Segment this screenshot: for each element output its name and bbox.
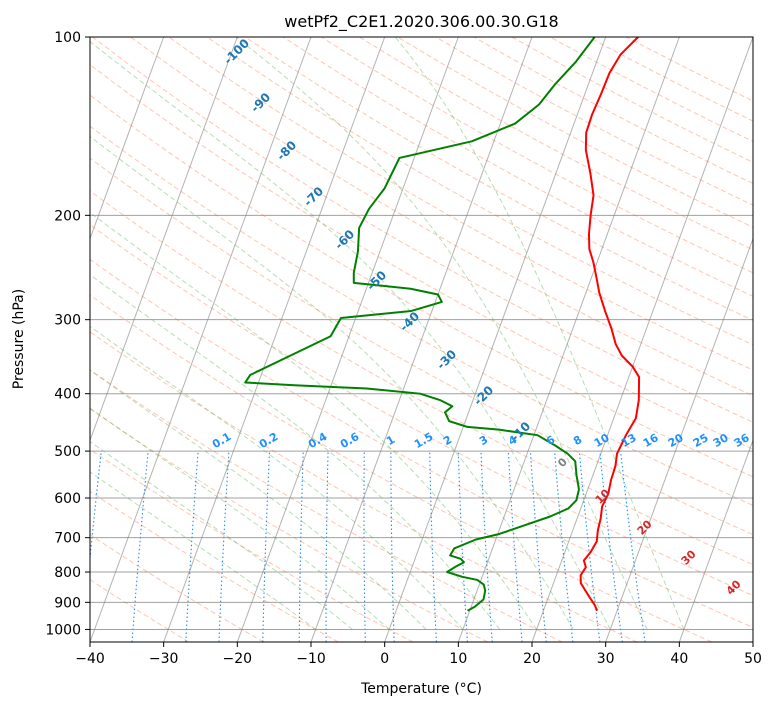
moist-adiabat-line	[90, 325, 464, 630]
mixing-ratio-line	[620, 451, 646, 642]
x-axis-label: Temperature (°C)	[360, 681, 482, 697]
y-tick-label: 200	[54, 208, 81, 224]
dry-adiabat-line	[90, 64, 753, 450]
x-tick-label: 10	[449, 651, 467, 667]
y-tick-label: 900	[54, 595, 81, 611]
mixing-ratio-line	[507, 451, 523, 642]
isotherm-line	[90, 37, 312, 642]
dry-adiabat-line	[90, 190, 753, 566]
moist-adiabat-line	[90, 471, 316, 630]
y-axis-label: Pressure (hPa)	[11, 289, 27, 389]
dry-adiabat-line	[130, 37, 753, 397]
dry-adiabat-line	[92, 37, 753, 423]
x-tick-label: −20	[223, 651, 253, 667]
mixing-ratio-line	[90, 451, 102, 563]
dry-adiabat-line	[90, 125, 753, 506]
temperature-profile-line	[579, 37, 641, 612]
dry-adiabat-line	[90, 258, 753, 628]
moist-adiabat-line	[394, 37, 685, 630]
dry-adiabat-line	[90, 157, 753, 536]
mixing-ratio-line	[554, 451, 574, 642]
dry-adiabat-line	[282, 37, 753, 297]
isotherm-line	[236, 37, 459, 642]
y-tick-label: 400	[54, 387, 81, 403]
mixing-ratio-line	[599, 451, 623, 642]
x-tick-label: −40	[75, 651, 105, 667]
plot-frame	[89, 36, 754, 643]
dry-adiabat-line	[90, 408, 488, 642]
x-tick-label: 20	[523, 651, 541, 667]
isotherm-line	[457, 37, 680, 642]
moist-adiabat-line	[90, 369, 427, 630]
y-tick-label: 700	[54, 531, 81, 547]
isotherm-line	[90, 37, 165, 241]
isotherm-line	[163, 37, 386, 642]
y-tick-label: 300	[54, 313, 81, 329]
x-tick-label: 0	[380, 651, 389, 667]
x-tick-label: −10	[296, 651, 326, 667]
y-tick-label: 500	[54, 444, 81, 460]
dry-adiabat-line	[90, 534, 264, 642]
y-tick-label: 600	[54, 491, 81, 507]
moist-adiabat-line	[90, 135, 574, 630]
dry-adiabat-line	[90, 331, 638, 642]
chart-title: wetPf2_C2E1.2020.306.00.30.G18	[284, 12, 558, 32]
dry-adiabat-line	[90, 224, 753, 597]
x-tick-label: 40	[670, 651, 688, 667]
isotherm-line	[384, 37, 607, 642]
mixing-ratio-line	[529, 451, 547, 642]
x-tick-label: 50	[744, 651, 762, 667]
mixing-ratio-line	[578, 451, 601, 642]
isotherm-line	[90, 37, 238, 442]
isotherm-line	[678, 438, 753, 642]
dry-adiabat-line	[90, 369, 563, 642]
isotherm-line	[531, 37, 753, 642]
y-tick-label: 800	[54, 565, 81, 581]
mixing-ratio-line	[131, 451, 149, 642]
y-tick-label: 100	[54, 30, 81, 46]
dry-adiabat-line	[90, 294, 712, 642]
x-tick-label: 30	[597, 651, 615, 667]
isotherm-line	[605, 237, 753, 642]
x-tick-label: −30	[149, 651, 179, 667]
y-tick-label: 1000	[45, 622, 81, 638]
moist-adiabat-line	[90, 211, 538, 630]
isotherm-line	[310, 37, 533, 642]
dry-adiabat-line	[90, 94, 753, 478]
moist-adiabat-line	[90, 407, 390, 630]
dewpoint-profile-line	[244, 37, 596, 612]
moist-adiabat-line	[90, 440, 353, 630]
moist-adiabat-line	[90, 274, 501, 630]
